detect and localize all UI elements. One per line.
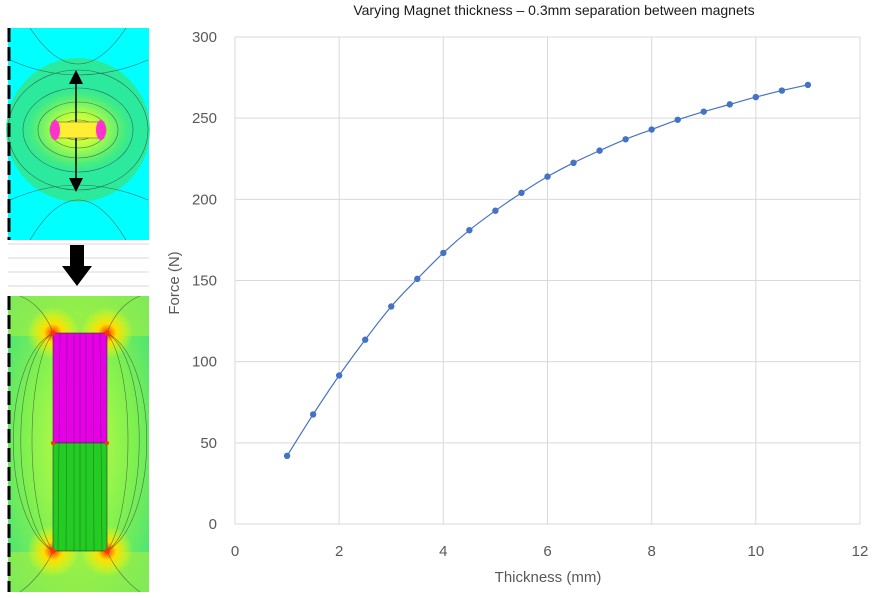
y-tick-label: 100 [192, 354, 217, 371]
data-point [596, 147, 603, 154]
data-series [283, 81, 812, 460]
y-tick-label: 250 [192, 110, 217, 127]
y-axis-ticks: 0 50 100 150 200 250 300 [192, 29, 217, 533]
x-tick-label: 8 [647, 543, 655, 560]
up-arrow-icon [69, 70, 83, 84]
data-point [283, 452, 291, 460]
data-point [309, 411, 317, 418]
x-tick-label: 12 [852, 543, 869, 560]
data-point [362, 336, 369, 343]
data-point [570, 159, 577, 167]
data-point [414, 275, 421, 283]
x-tick-label: 4 [439, 543, 447, 560]
gridlines [234, 36, 861, 525]
data-point [726, 101, 733, 108]
data-point [518, 189, 525, 197]
y-tick-label: 50 [200, 435, 217, 452]
data-point [440, 249, 447, 257]
y-axis-title: Force (N) [166, 251, 183, 314]
down-arrow-icon [62, 245, 92, 286]
y-tick-label: 150 [192, 273, 217, 290]
data-point [335, 372, 343, 379]
x-axis-ticks: 0 2 4 6 8 10 12 [231, 543, 869, 560]
data-point [492, 207, 499, 214]
down-arrow-icon [69, 178, 83, 192]
y-tick-label: 0 [209, 516, 217, 533]
data-point [622, 136, 629, 143]
data-point [648, 126, 655, 133]
x-tick-label: 10 [747, 543, 764, 560]
data-point [752, 93, 760, 101]
x-tick-label: 0 [231, 543, 239, 560]
chart-title: Varying Magnet thickness – 0.3mm separat… [353, 2, 754, 18]
y-tick-label: 200 [192, 191, 217, 208]
data-point [388, 303, 395, 310]
data-point [778, 87, 786, 94]
x-axis-title: Thickness (mm) [495, 569, 602, 586]
x-tick-label: 2 [335, 543, 343, 560]
data-point [674, 116, 681, 123]
y-tick-label: 300 [192, 29, 217, 46]
data-point [700, 108, 707, 115]
data-point [466, 226, 473, 234]
data-point [544, 173, 551, 180]
bottom-simulation-panel [8, 295, 149, 593]
x-tick-label: 6 [543, 543, 551, 560]
simulation-figure [6, 27, 150, 593]
data-point [804, 81, 812, 89]
top-simulation-panel [6, 27, 150, 241]
